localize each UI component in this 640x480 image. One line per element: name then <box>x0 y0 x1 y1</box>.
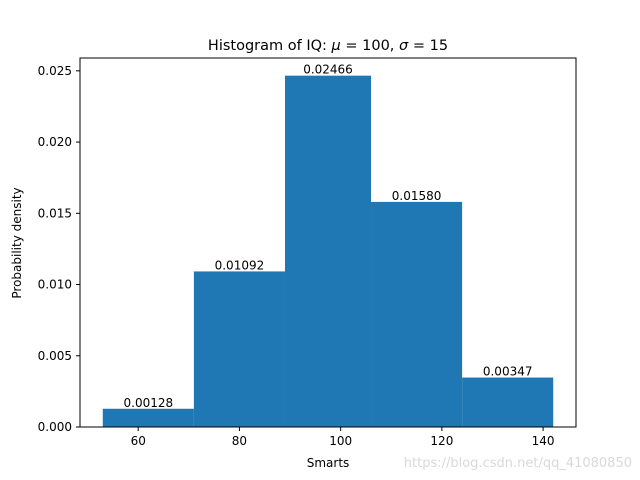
histogram-bar <box>102 408 194 427</box>
x-tick-label: 80 <box>232 434 247 448</box>
bar-value-label: 0.00128 <box>124 396 174 410</box>
watermark-text: https://blog.csdn.net/qq_41080850 <box>404 456 632 471</box>
y-axis: 0.000 0.005 0.010 0.015 0.020 0.025 <box>38 64 80 434</box>
bar-value-label: 0.00347 <box>483 365 533 379</box>
bar-labels-group: 0.00128 0.01092 0.02466 0.01580 0.00347 <box>124 63 533 410</box>
x-tick-label: 120 <box>430 434 453 448</box>
chart-title: Histogram of IQ: μ = 100, σ = 15 <box>208 38 448 54</box>
y-tick-label: 0.015 <box>38 206 72 220</box>
x-tick-label: 140 <box>532 434 555 448</box>
histogram-bar <box>462 377 554 427</box>
y-tick-label: 0.020 <box>38 135 72 149</box>
x-axis-label: Smarts <box>307 456 350 470</box>
y-tick-label: 0.010 <box>38 278 72 292</box>
histogram-bar <box>193 271 285 427</box>
y-tick-label: 0.025 <box>38 64 72 78</box>
plot-frame <box>79 57 577 428</box>
histogram-bar <box>371 201 463 427</box>
histogram-bar <box>284 75 372 427</box>
y-tick-label: 0.000 <box>38 420 72 434</box>
x-axis: 60 80 100 120 140 <box>131 427 555 448</box>
bar-value-label: 0.02466 <box>303 63 353 77</box>
y-axis-label: Probability density <box>10 187 24 298</box>
bar-value-label: 0.01580 <box>392 189 442 203</box>
x-tick-label: 60 <box>131 434 146 448</box>
bars-group <box>102 75 554 427</box>
y-tick-label: 0.005 <box>38 349 72 363</box>
bar-value-label: 0.01092 <box>215 258 265 272</box>
x-tick-label: 100 <box>329 434 352 448</box>
